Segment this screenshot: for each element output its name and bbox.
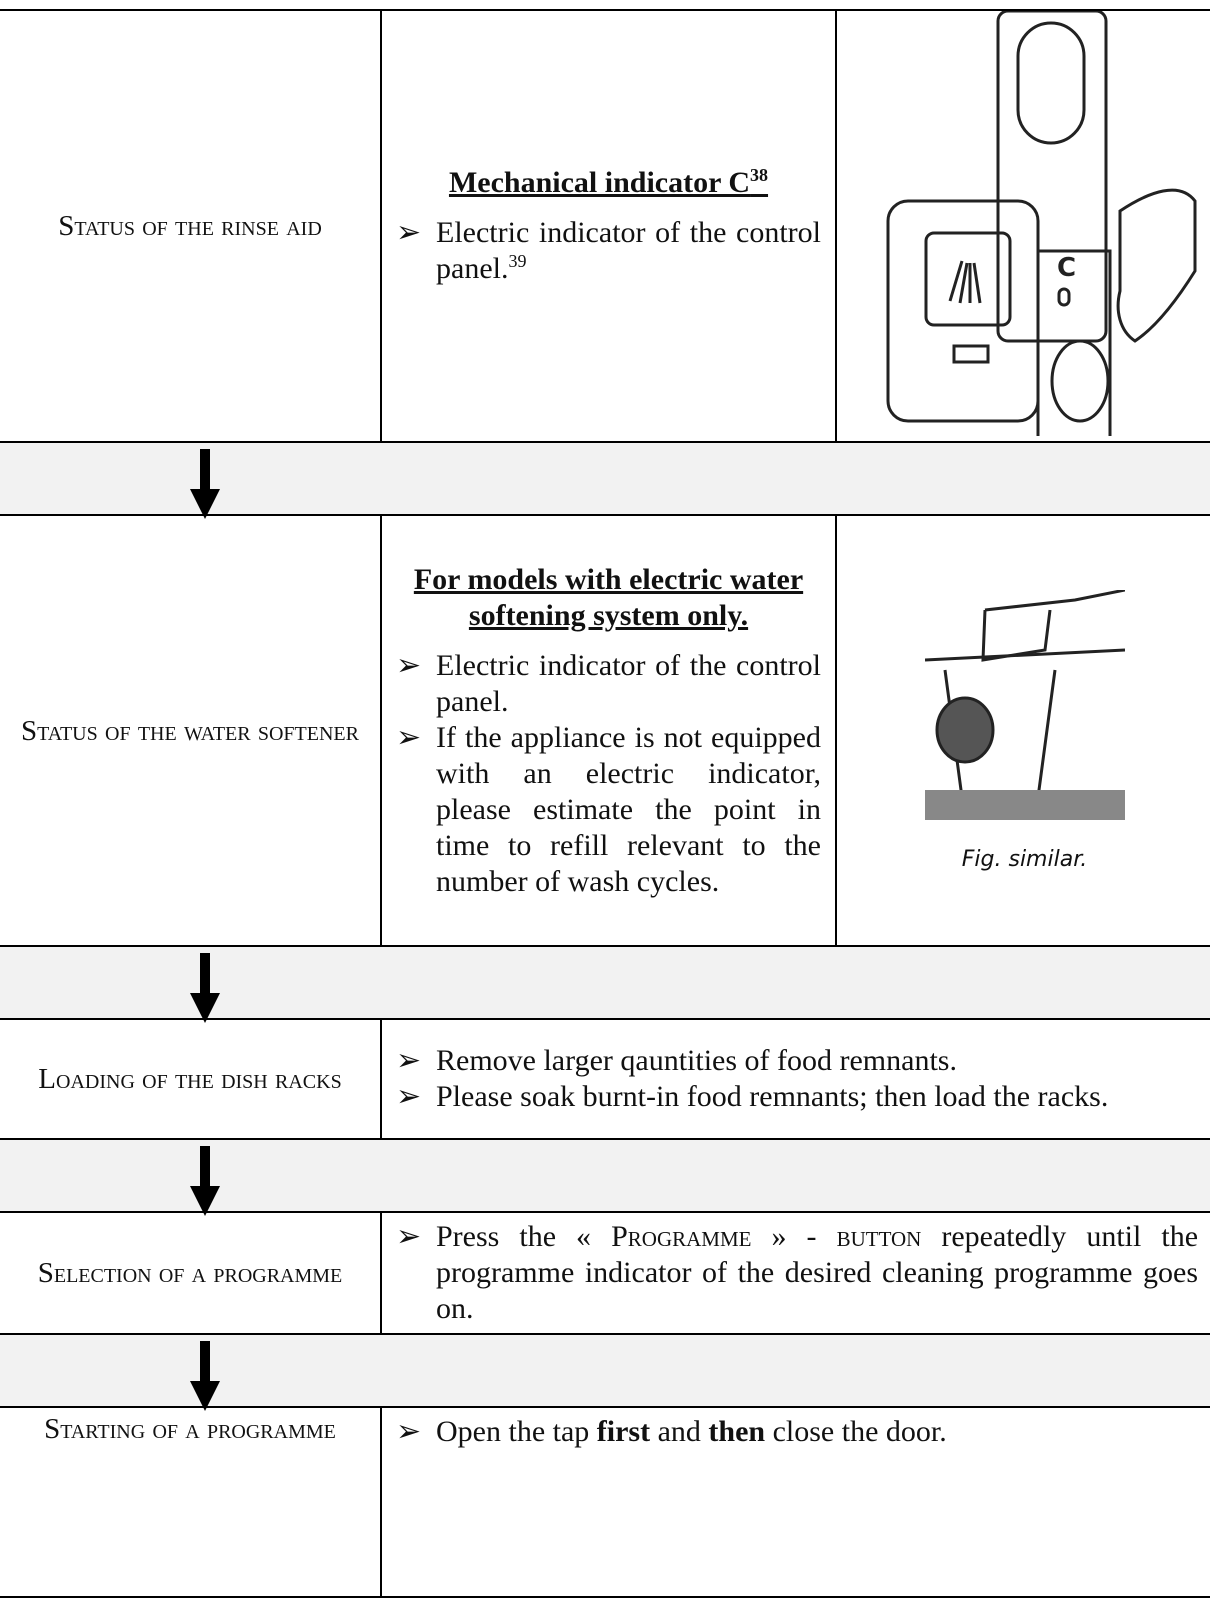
caption: Fig. similar. [961, 846, 1088, 872]
step-text: Mechanical indicator C38 Electric indica… [380, 9, 837, 443]
text: Open the tap [436, 1415, 597, 1448]
step-text: Press the « Programme » - button repeate… [380, 1211, 1210, 1335]
heading-text: Mechanical indicator C [448, 166, 751, 199]
text: Electric indicator of the control panel. [436, 216, 821, 285]
heading: For models with electric water softening… [413, 562, 804, 632]
step-text: Open the tap first and then close the do… [380, 1406, 1210, 1598]
bullet: Please soak burnt-in food remnants; then… [396, 1079, 1198, 1115]
text: close the door. [765, 1415, 947, 1448]
text: then [708, 1415, 766, 1448]
bullet: Remove larger qauntities of food remnant… [396, 1043, 1198, 1079]
dispenser-drawing: C [886, 9, 1196, 443]
step-label: Selection of a programme [0, 1211, 382, 1335]
arrow-row [0, 1333, 1210, 1411]
separator [0, 1138, 1210, 1216]
figure: Fig. similar. [835, 514, 1210, 947]
bullet: Press the « Programme » - button repeate… [396, 1219, 1198, 1327]
separator [0, 441, 1210, 519]
svg-text:C: C [1057, 253, 1076, 283]
arrow-row [0, 441, 1210, 519]
procedure-table: Status of the rinse aid Mechanical indic… [0, 9, 1210, 1598]
text: Programme [611, 1220, 752, 1253]
step-label: Loading of the dish racks [0, 1018, 382, 1140]
footnote-ref: 38 [750, 165, 769, 185]
step-text: Remove larger qauntities of food remnant… [380, 1018, 1210, 1140]
row: Selection of a programme Press the « Pro… [0, 1211, 1210, 1335]
row: Status of the water softener For models … [0, 514, 1210, 947]
step-label: Status of the rinse aid [0, 9, 382, 443]
figure: C [835, 9, 1210, 443]
separator [0, 945, 1210, 1023]
step-text: For models with electric water softening… [380, 514, 837, 947]
bullet: If the appliance is not equipped with an… [396, 720, 821, 900]
down-arrow [190, 1341, 220, 1411]
row: Status of the rinse aid Mechanical indic… [0, 9, 1210, 443]
arrow-row [0, 1138, 1210, 1216]
bullet: Electric indicator of the control panel. [396, 648, 821, 720]
text: repeatedly until the programme indicator… [436, 1220, 1199, 1325]
softener-drawing [924, 588, 1125, 820]
text: first [596, 1415, 651, 1448]
bullet: Open the tap first and then close the do… [396, 1414, 1198, 1450]
separator [0, 1333, 1210, 1411]
down-arrow [190, 1146, 220, 1216]
text: button [836, 1220, 922, 1253]
text: Press the « [436, 1220, 612, 1253]
down-arrow [190, 953, 220, 1023]
row: Loading of the dish racks Remove larger … [0, 1018, 1210, 1140]
footnote-ref: 39 [508, 251, 527, 271]
step-label: Status of the water softener [0, 514, 382, 947]
down-arrow [190, 449, 220, 519]
heading: Mechanical indicator C38 [396, 165, 821, 201]
step-label: Starting of a programme [0, 1406, 382, 1598]
text: and [650, 1415, 709, 1448]
arrow-row [0, 945, 1210, 1023]
bullet: Electric indicator of the control panel.… [396, 215, 821, 287]
text: » - [751, 1220, 837, 1253]
row: Starting of a programme Open the tap fir… [0, 1406, 1210, 1598]
